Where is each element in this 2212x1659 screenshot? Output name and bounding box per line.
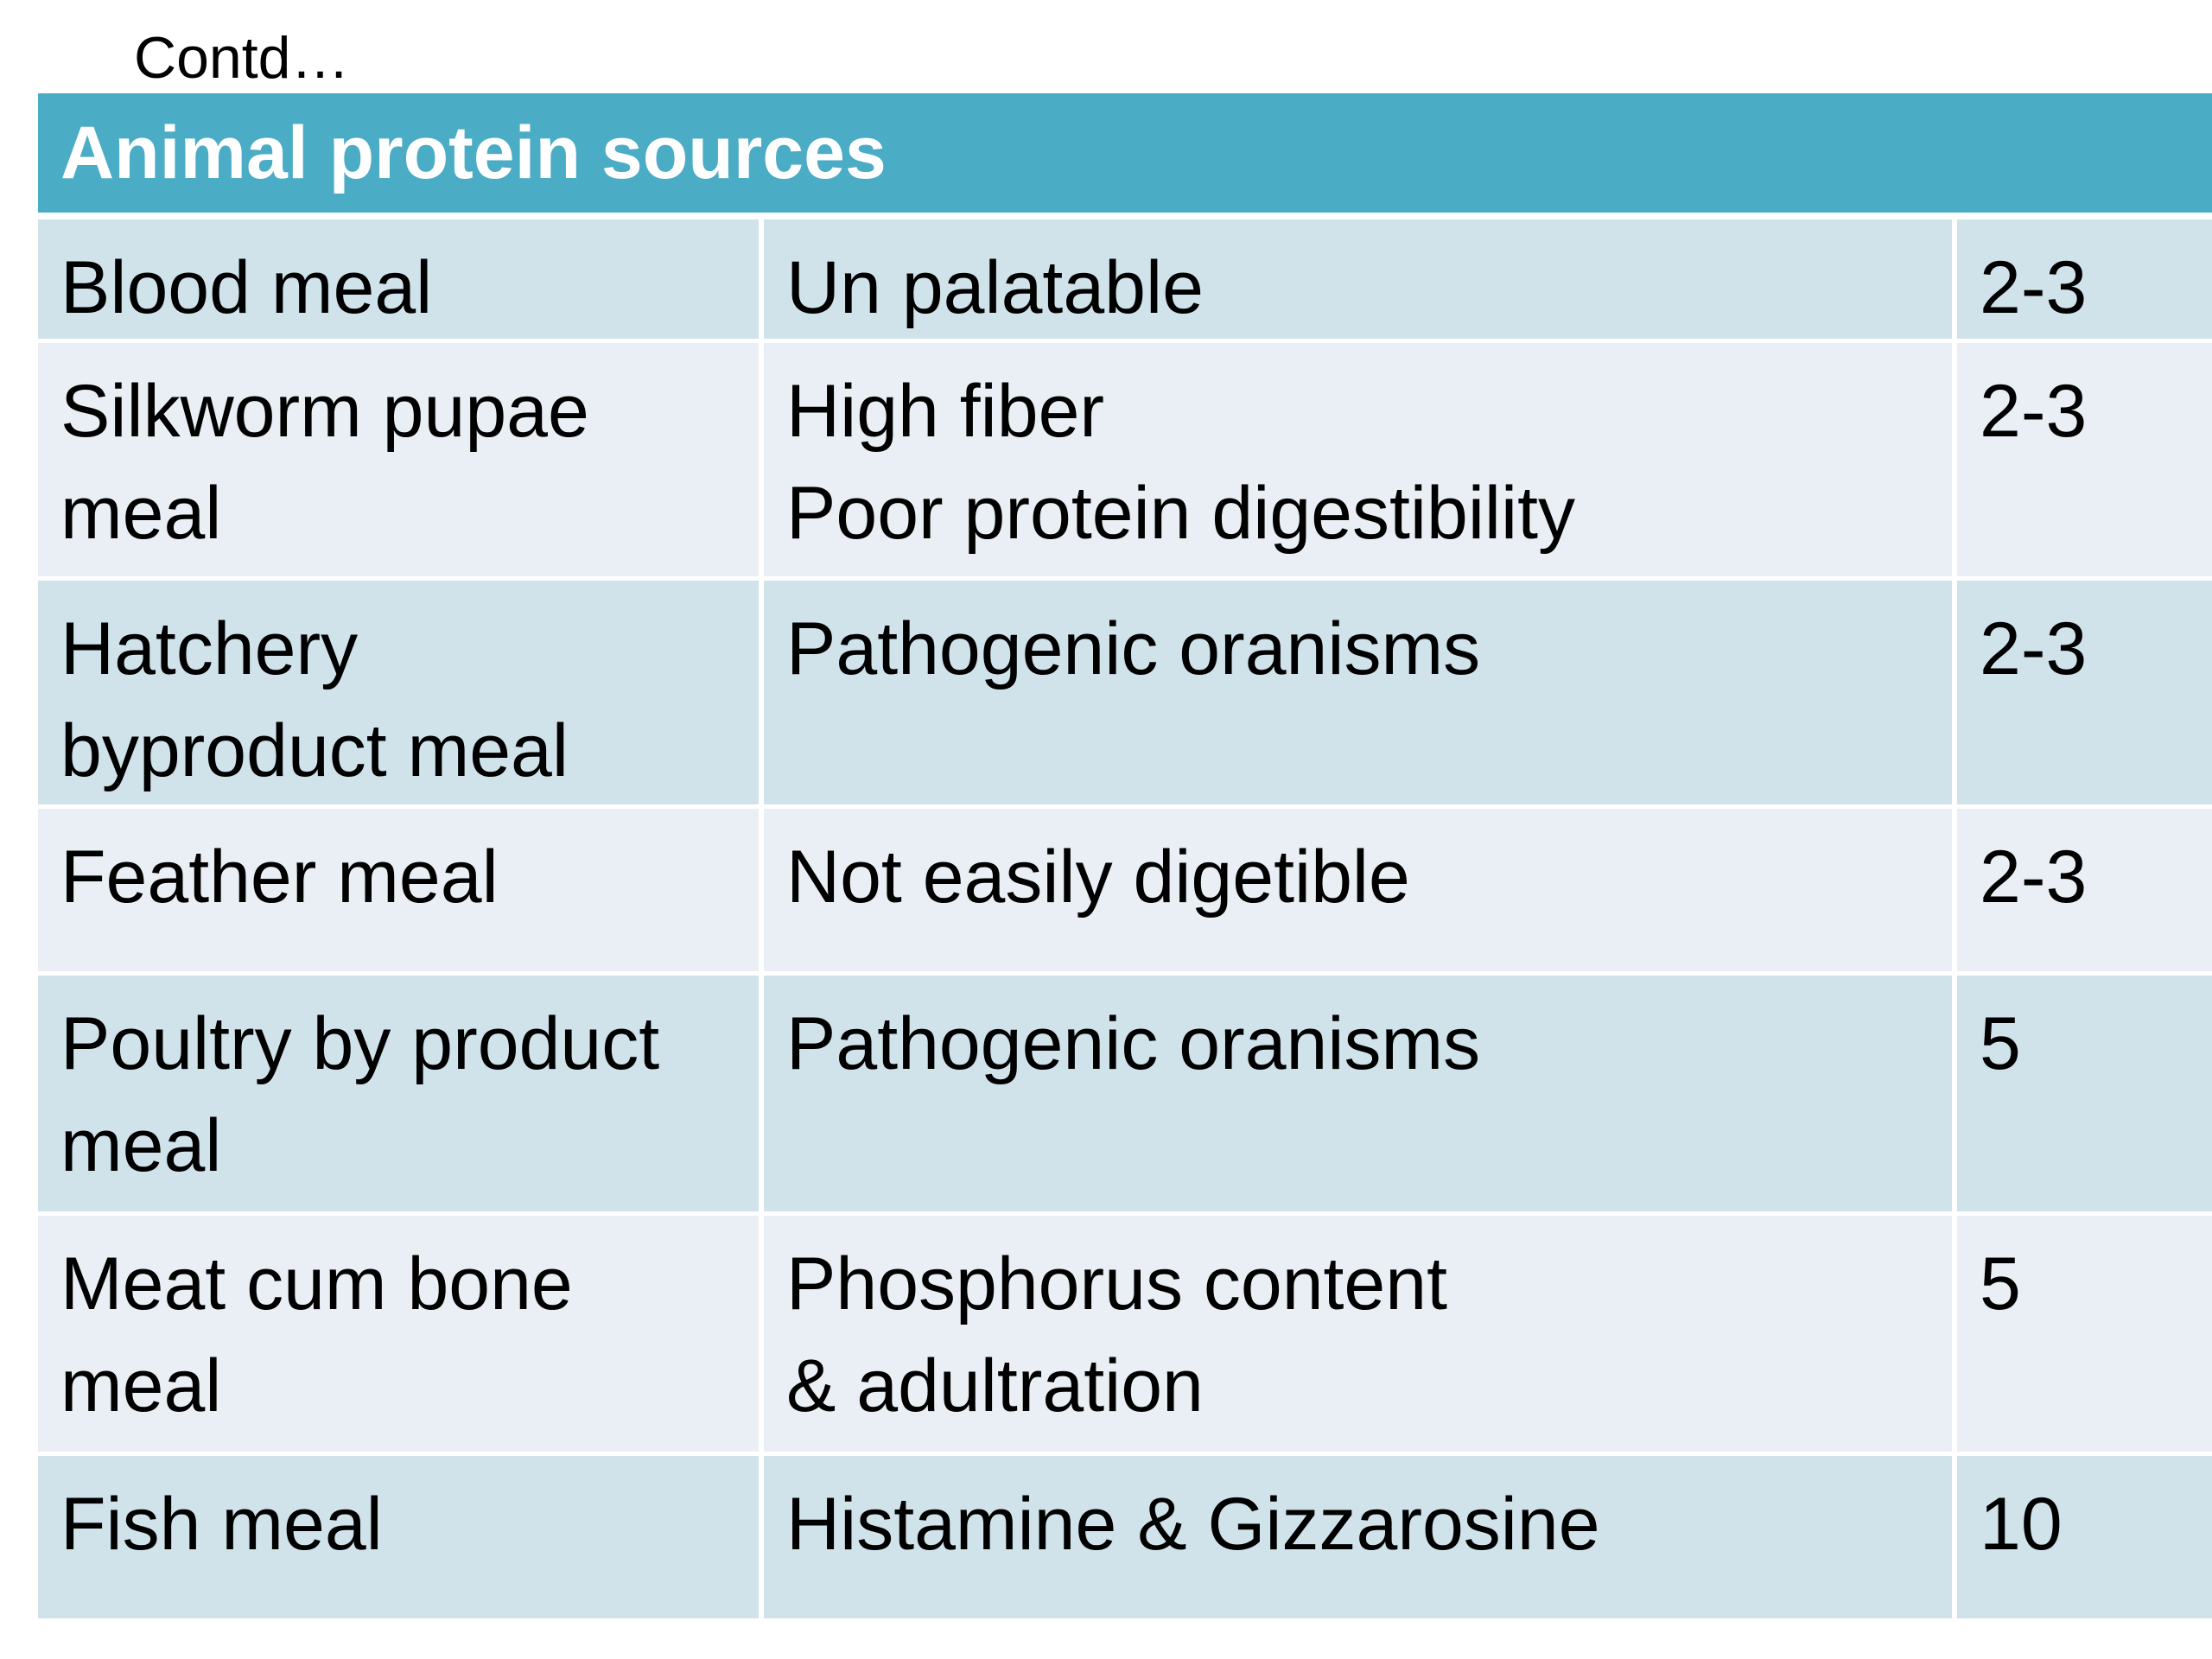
issue-text: Not easily digetible	[786, 836, 1410, 918]
issue-cell: Un palatable	[764, 219, 1952, 339]
value-text: 5	[1980, 1243, 2021, 1325]
issue-text: Histamine & Gizzarosine	[786, 1483, 1600, 1566]
issue-text: Pathogenic oranisms	[786, 607, 1481, 690]
value-cell: 2-3	[1957, 343, 2212, 576]
source-cell: Feather meal	[38, 809, 759, 971]
table-row: Hatchery byproduct meal Pathogenic orani…	[38, 581, 2212, 804]
value-text: 2-3	[1980, 836, 2088, 918]
source-text: Blood meal	[60, 246, 433, 329]
table-row: Fish meal Histamine & Gizzarosine 10	[38, 1456, 2212, 1618]
issue-text: Phosphorus content	[786, 1243, 1447, 1325]
issue-cell: Phosphorus content & adultration	[764, 1216, 1952, 1452]
source-cell: Meat cum bone meal	[38, 1216, 759, 1452]
source-cell: Silkworm pupae meal	[38, 343, 759, 576]
source-cell: Blood meal	[38, 219, 759, 339]
value-text: 2-3	[1980, 607, 2088, 690]
table-header: Animal protein sources	[38, 93, 2212, 213]
source-text: Silkworm pupae	[60, 370, 589, 453]
issue-cell: Histamine & Gizzarosine	[764, 1456, 1952, 1618]
issue-text: Poor protein digestibility	[786, 472, 1576, 555]
value-cell: 5	[1957, 976, 2212, 1211]
source-text: Hatchery	[60, 607, 359, 690]
source-cell: Poultry by product meal	[38, 976, 759, 1211]
source-text: Feather meal	[60, 836, 499, 918]
value-text: 2-3	[1980, 246, 2088, 329]
value-cell: 2-3	[1957, 809, 2212, 971]
table-row: Blood meal Un palatable 2-3	[38, 219, 2212, 339]
value-text: 2-3	[1980, 370, 2088, 453]
value-text: 5	[1980, 1002, 2021, 1085]
table-row: Poultry by product meal Pathogenic orani…	[38, 976, 2212, 1211]
issue-cell: High fiber Poor protein digestibility	[764, 343, 1952, 576]
value-cell: 5	[1957, 1216, 2212, 1452]
source-cell: Fish meal	[38, 1456, 759, 1618]
protein-sources-table: Animal protein sources Blood meal Un pal…	[38, 93, 2212, 1623]
value-cell: 2-3	[1957, 219, 2212, 339]
source-text: meal	[60, 472, 222, 555]
source-text: Poultry by product	[60, 1002, 660, 1085]
table-row: Feather meal Not easily digetible 2-3	[38, 809, 2212, 971]
source-cell: Hatchery byproduct meal	[38, 581, 759, 804]
source-text: byproduct meal	[60, 709, 569, 792]
source-text: meal	[60, 1104, 222, 1187]
continued-label: Contd…	[134, 25, 350, 91]
table-row: Silkworm pupae meal High fiber Poor prot…	[38, 343, 2212, 576]
table-row: Meat cum bone meal Phosphorus content & …	[38, 1216, 2212, 1452]
value-text: 10	[1980, 1483, 2063, 1566]
issue-cell: Pathogenic oranisms	[764, 976, 1952, 1211]
issue-text: Un palatable	[786, 246, 1204, 329]
value-cell: 2-3	[1957, 581, 2212, 804]
source-text: Fish meal	[60, 1483, 383, 1566]
issue-cell: Pathogenic oranisms	[764, 581, 1952, 804]
issue-text: Pathogenic oranisms	[786, 1002, 1481, 1085]
issue-text: & adultration	[786, 1344, 1204, 1427]
source-text: meal	[60, 1344, 222, 1427]
issue-cell: Not easily digetible	[764, 809, 1952, 971]
issue-text: High fiber	[786, 370, 1105, 453]
source-text: Meat cum bone	[60, 1243, 573, 1325]
value-cell: 10	[1957, 1456, 2212, 1618]
